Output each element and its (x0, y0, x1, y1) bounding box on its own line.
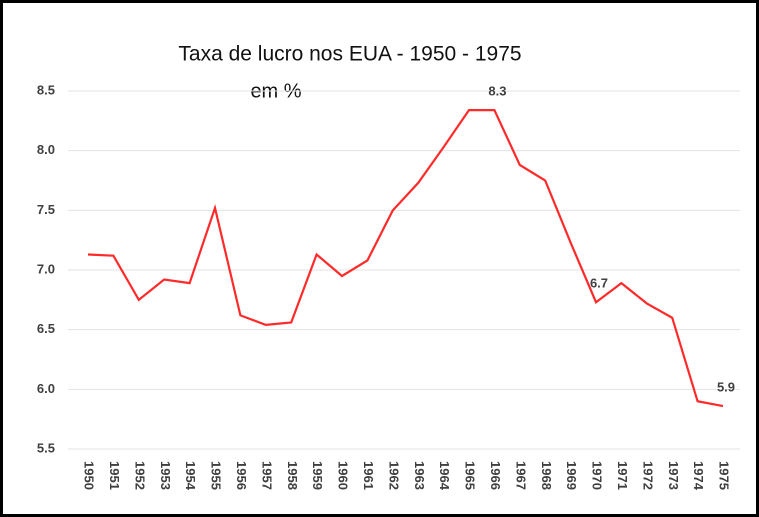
x-tick-label: 1958 (285, 461, 300, 490)
x-tick-label: 1963 (412, 461, 427, 490)
x-tick-label: 1973 (666, 461, 681, 490)
y-tick-label: 5.5 (37, 440, 55, 455)
x-tick-label: 1971 (615, 461, 630, 490)
x-tick-label: 1961 (361, 461, 376, 490)
line (87, 108, 724, 408)
y-tick-label: 7.0 (37, 261, 55, 276)
x-tick-label: 1950 (82, 461, 97, 490)
chart-title: Taxa de lucro nos EUA - 1950 - 1975 (178, 43, 521, 66)
x-tick-label: 1974 (691, 461, 706, 491)
x-tick-label: 1969 (564, 461, 579, 490)
x-tick-label: 1965 (463, 461, 478, 490)
x-tick-label: 1956 (234, 461, 249, 490)
x-tick-label: 1964 (437, 461, 452, 491)
data-label: 5.9 (717, 379, 735, 394)
x-tick-label: 1957 (259, 461, 274, 490)
y-tick-label: 6.0 (37, 381, 55, 396)
x-tick-label: 1954 (183, 461, 198, 491)
x-tick-label: 1966 (488, 461, 503, 490)
x-tick-label: 1959 (310, 461, 325, 490)
x-tick-label: 1968 (539, 461, 554, 490)
data-label: 8.3 (488, 84, 506, 99)
data-label: 6.7 (590, 276, 608, 291)
x-tick-label: 1972 (640, 461, 655, 490)
x-tick-label: 1955 (209, 461, 224, 490)
x-tick-label: 1970 (590, 461, 605, 490)
x-tick-label: 1960 (336, 461, 351, 490)
y-tick-label: 8.5 (37, 82, 55, 97)
y-tick-label: 8.0 (37, 142, 55, 157)
x-tick-label: 1967 (513, 461, 528, 490)
x-tick-label: 1962 (386, 461, 401, 490)
y-tick-label: 7.5 (37, 202, 55, 217)
x-tick-label: 1951 (107, 461, 122, 490)
x-tick-label: 1953 (158, 461, 173, 490)
x-tick-label: 1975 (717, 461, 732, 490)
x-tick-label: 1952 (132, 461, 147, 490)
y-tick-label: 6.5 (37, 321, 55, 336)
